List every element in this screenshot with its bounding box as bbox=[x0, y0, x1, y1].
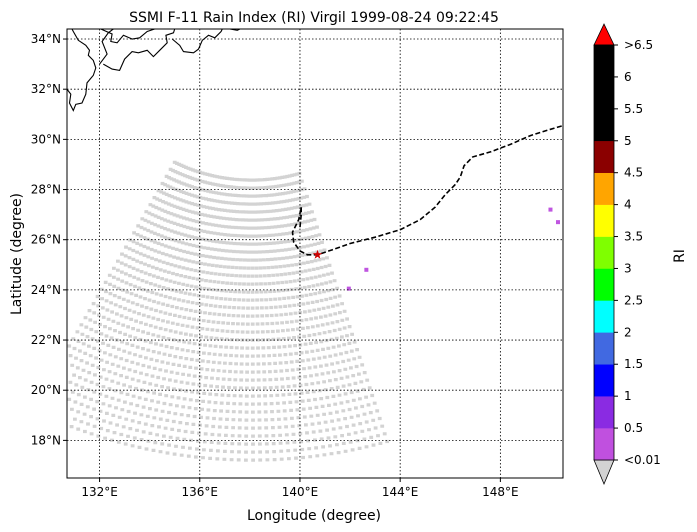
y-tick-label: 28°N bbox=[31, 183, 61, 197]
colorbar-tick-label: 6 bbox=[624, 70, 632, 84]
storm-track-line bbox=[291, 124, 563, 256]
colorbar-tick-label: 1.5 bbox=[624, 357, 643, 371]
map-plot-area: 132°E 136°E 140°E 144°E 148°E 18°N 20°N 22°N 24… bbox=[31, 28, 564, 499]
colorbar-tick-label: 2.5 bbox=[624, 293, 643, 307]
y-tick-label: 22°N bbox=[31, 333, 61, 347]
colorbar-tick-label: <0.01 bbox=[624, 453, 661, 467]
x-axis-label: Longitude (degree) bbox=[247, 508, 381, 524]
colorbar-label: RI bbox=[672, 249, 688, 263]
y-tick-label: 24°N bbox=[31, 283, 61, 297]
rain-pixel bbox=[346, 286, 351, 291]
coastline-segment bbox=[103, 29, 176, 72]
y-tick-label: 32°N bbox=[31, 82, 61, 96]
colorbar-bin bbox=[594, 140, 614, 173]
colorbar-tick-label: 1 bbox=[624, 389, 632, 403]
x-tick-label: 136°E bbox=[182, 485, 219, 499]
map-title: SSMI F-11 Rain Index (RI) Virgil 1999-08… bbox=[129, 10, 499, 26]
satellite-swath bbox=[67, 160, 390, 462]
y-axis-label: Latitude (degree) bbox=[9, 193, 25, 315]
colorbar-tick-label: 4.5 bbox=[624, 166, 643, 180]
colorbar-bin bbox=[594, 332, 614, 365]
colorbar-tick-label: 2 bbox=[624, 325, 632, 339]
x-tick-label: 144°E bbox=[382, 485, 419, 499]
swath-footprints bbox=[67, 160, 390, 462]
coastline-segment bbox=[67, 29, 97, 112]
colorbar-bin bbox=[594, 76, 614, 110]
y-tick-label: 26°N bbox=[31, 233, 61, 247]
rain-pixel bbox=[548, 207, 553, 212]
rain-pixels bbox=[346, 207, 560, 291]
storm-center-star bbox=[312, 249, 323, 259]
x-tick-label: 132°E bbox=[81, 485, 118, 499]
x-tick-label: 140°E bbox=[282, 485, 319, 499]
storm-center-marker bbox=[312, 249, 323, 259]
colorbar-tick-label: 4 bbox=[624, 198, 632, 212]
storm-track bbox=[291, 124, 563, 256]
colorbar: <0.01 0.5 1 1.5 2 2.5 3 3.5 4 4.5 5 5.5 6 >6.5 bbox=[593, 23, 661, 486]
y-tick-label: 20°N bbox=[31, 383, 61, 397]
map-frame bbox=[66, 28, 564, 479]
colorbar-over-arrow bbox=[593, 23, 615, 46]
colorbar-bin bbox=[594, 45, 614, 78]
y-tick-label: 18°N bbox=[31, 433, 61, 447]
colorbar-tick-label: 5.5 bbox=[624, 102, 643, 116]
latitude-ticks: 18°N 20°N 22°N 24°N 26°N 28°N 30°N 32°N 34°N bbox=[31, 32, 67, 447]
coastline-segment bbox=[100, 29, 155, 44]
rain-pixel bbox=[364, 267, 369, 272]
coastline-segment bbox=[171, 29, 223, 54]
colorbar-bin bbox=[594, 172, 614, 205]
colorbar-bin bbox=[594, 396, 614, 429]
coastline-segment bbox=[99, 29, 114, 65]
y-tick-label: 30°N bbox=[31, 132, 61, 146]
colorbar-outline bbox=[593, 44, 615, 461]
x-tick-label: 148°E bbox=[482, 485, 519, 499]
colorbar-tick-label: 3 bbox=[624, 261, 632, 275]
coastline bbox=[67, 29, 242, 112]
y-tick-label: 34°N bbox=[31, 32, 61, 46]
colorbar-tick-label: 3.5 bbox=[624, 230, 643, 244]
longitude-ticks: 132°E 136°E 140°E 144°E 148°E bbox=[81, 478, 519, 499]
graticule bbox=[67, 29, 563, 478]
rain-pixel bbox=[555, 220, 560, 225]
colorbar-bin bbox=[594, 428, 614, 461]
colorbar-tick-label: 0.5 bbox=[624, 421, 643, 435]
colorbar-bin bbox=[594, 300, 614, 333]
colorbar-bin bbox=[594, 108, 614, 142]
colorbar-tick-label: >6.5 bbox=[624, 38, 653, 52]
colorbar-bin bbox=[594, 236, 614, 269]
colorbar-tick-label: 5 bbox=[624, 134, 632, 148]
colorbar-under-arrow bbox=[593, 459, 615, 486]
colorbar-bin bbox=[594, 364, 614, 397]
colorbar-bin bbox=[594, 204, 614, 237]
colorbar-bin bbox=[594, 268, 614, 301]
